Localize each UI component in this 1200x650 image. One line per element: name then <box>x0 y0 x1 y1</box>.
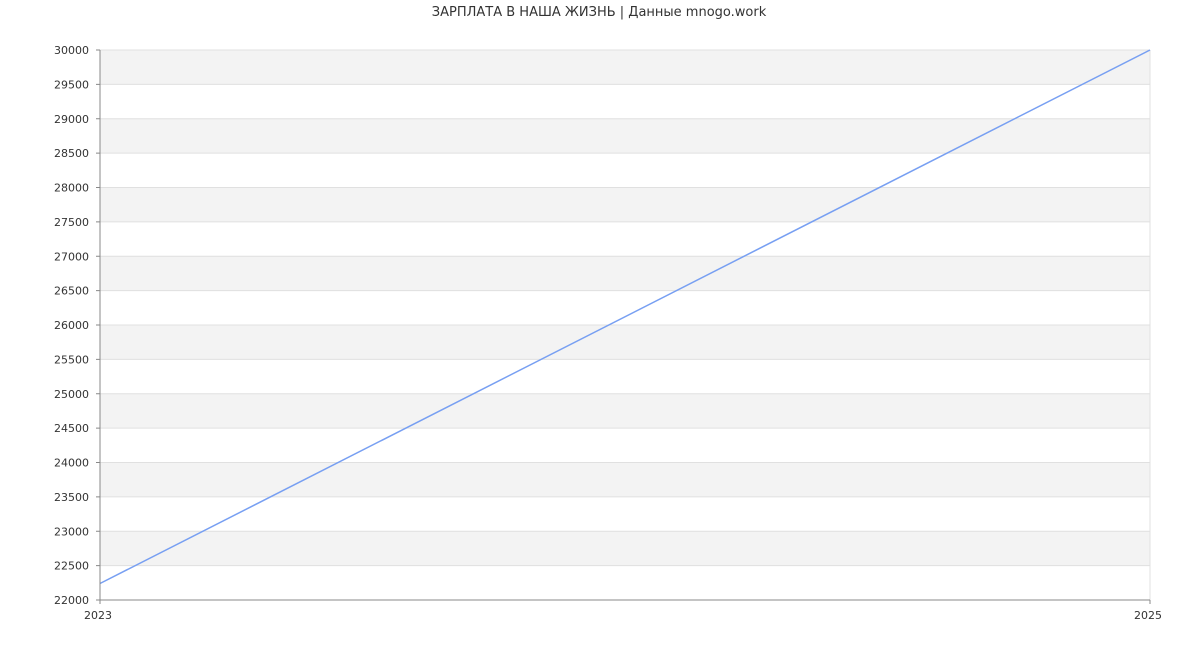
x-tick-label: 2023 <box>84 609 112 622</box>
y-tick-label: 22500 <box>54 560 89 573</box>
y-tick-label: 29000 <box>54 113 89 126</box>
grid-band <box>100 153 1150 188</box>
y-tick-label: 26000 <box>54 319 89 332</box>
grid-band <box>100 496 1150 532</box>
grid-band <box>100 325 1150 360</box>
grid-band <box>100 359 1150 394</box>
series-line <box>99 49 1151 585</box>
y-tick-label: 23000 <box>54 525 89 538</box>
grid-band <box>100 462 1150 497</box>
x-tick-label: 2025 <box>1134 609 1162 622</box>
y-tick-label: 24500 <box>54 422 89 435</box>
y-tick-label: 27500 <box>54 216 89 229</box>
grid-band <box>100 393 1150 429</box>
grid-band <box>100 531 1150 566</box>
grid-band <box>100 84 1150 119</box>
grid-band <box>100 118 1150 154</box>
y-tick-label: 27000 <box>54 250 89 263</box>
y-tick-label: 24000 <box>54 457 89 470</box>
y-tick-label: 28500 <box>54 147 89 160</box>
grid-band <box>100 256 1150 291</box>
y-tick-label: 28000 <box>54 182 89 195</box>
y-tick-label: 30000 <box>54 44 89 57</box>
y-tick-label: 29500 <box>54 78 89 91</box>
grid-band <box>100 565 1150 600</box>
y-tick-label: 25000 <box>54 388 89 401</box>
grid-band <box>100 50 1150 85</box>
grid-band <box>100 221 1150 257</box>
y-tick-label: 26500 <box>54 285 89 298</box>
chart-title: ЗАРПЛАТА В НАША ЖИЗНЬ | Данные mnogo.wor… <box>432 5 767 20</box>
y-tick-label: 22000 <box>54 594 89 607</box>
grid-band <box>100 428 1150 463</box>
grid-band <box>100 187 1150 222</box>
y-tick-label: 23500 <box>54 491 89 504</box>
grid-band <box>100 290 1150 325</box>
y-tick-label: 25500 <box>54 353 89 366</box>
